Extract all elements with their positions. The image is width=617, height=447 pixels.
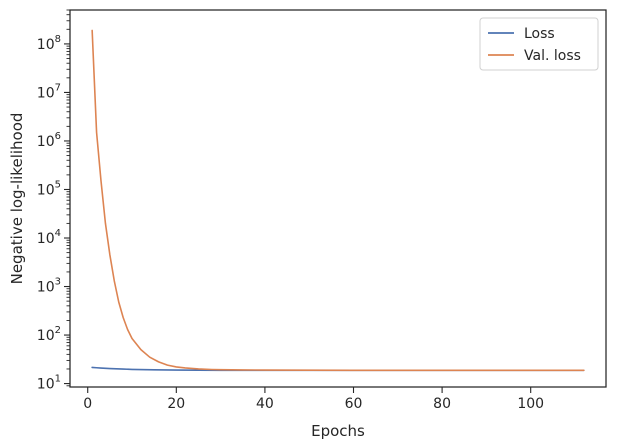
x-tick-label: 40 xyxy=(256,396,274,412)
y-tick-label: 103 xyxy=(37,277,61,296)
x-tick-label: 60 xyxy=(345,396,363,412)
y-tick-label: 108 xyxy=(37,34,61,53)
y-axis: 101 102 103 104 105 106 107 108 xyxy=(37,9,70,393)
x-axis: 0 20 40 60 80 100 xyxy=(83,387,544,412)
legend-label: Val. loss xyxy=(524,48,581,64)
legend: Loss Val. loss xyxy=(479,17,599,71)
y-tick-label: 106 xyxy=(37,131,61,150)
y-axis-label: Negative log-likelihood xyxy=(8,113,26,285)
series-line-val-loss xyxy=(91,29,585,372)
y-tick-label: 105 xyxy=(37,179,61,198)
x-axis-label: Epochs xyxy=(311,422,365,440)
y-tick-label: 102 xyxy=(37,325,61,344)
legend-box xyxy=(479,17,599,71)
plot-frame xyxy=(69,9,607,388)
x-tick-label: 20 xyxy=(167,396,185,412)
y-tick-label: 101 xyxy=(37,374,61,393)
plot-lines xyxy=(91,29,585,372)
y-tick-label: 104 xyxy=(37,228,61,247)
y-tick-label: 107 xyxy=(37,82,61,101)
x-tick-label: 80 xyxy=(433,396,451,412)
x-tick-label: 0 xyxy=(83,396,92,412)
legend-label: Loss xyxy=(524,26,555,42)
x-tick-label: 100 xyxy=(517,396,544,412)
